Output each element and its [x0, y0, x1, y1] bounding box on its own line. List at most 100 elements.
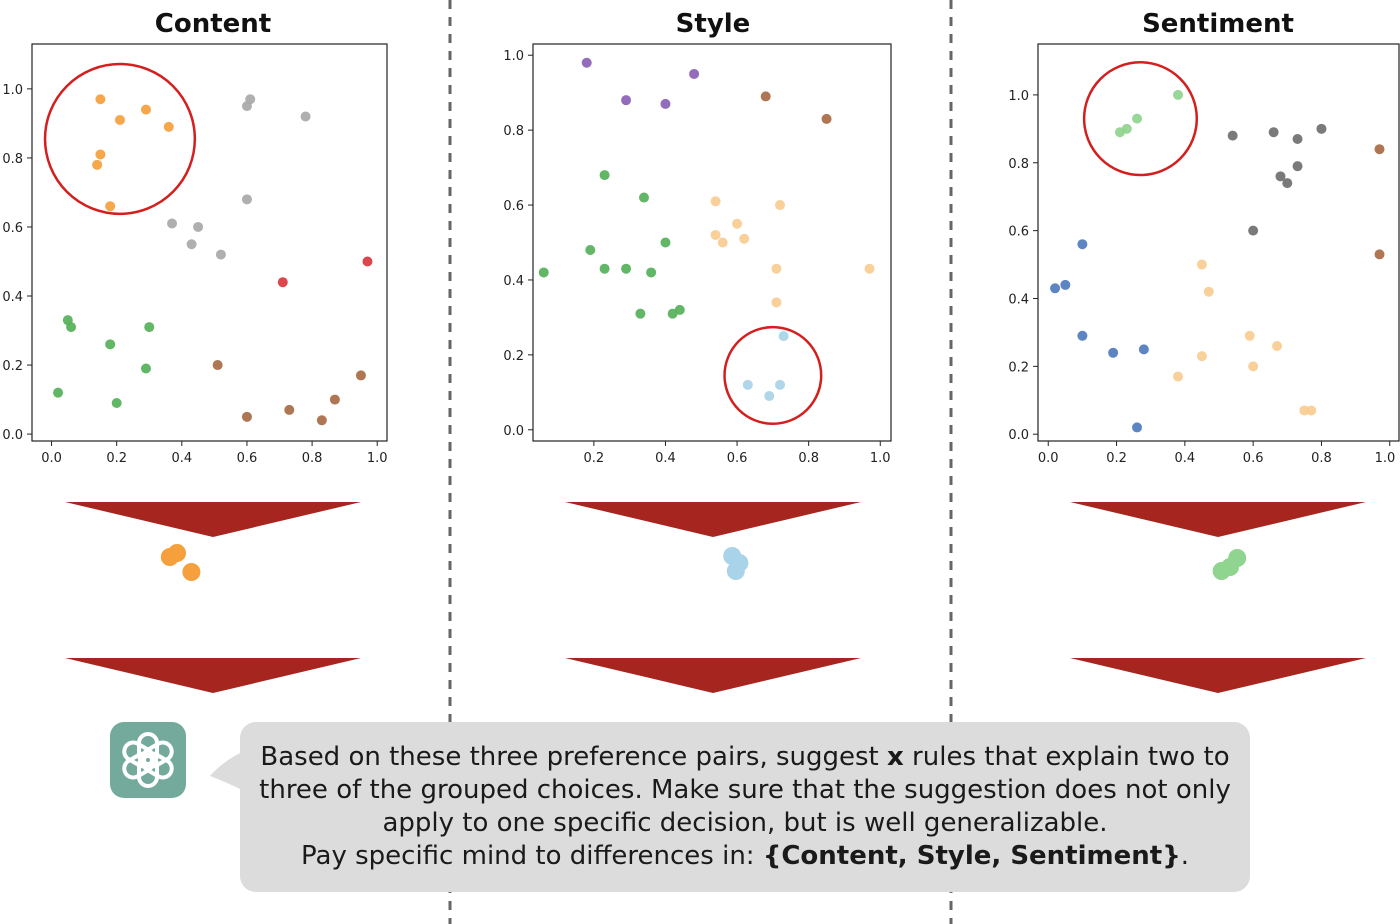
data-point-dark-gray — [1248, 225, 1259, 236]
x-tick-label: 0.4 — [1175, 451, 1196, 466]
data-point-green — [646, 267, 657, 278]
arrow-down-icon — [1070, 658, 1366, 693]
y-tick-label: 0.4 — [503, 274, 524, 289]
data-point-peach — [1244, 330, 1255, 341]
arrow-down-icon — [565, 658, 861, 693]
data-point-orange — [140, 104, 151, 115]
prompt-line3: apply to one specific decision, but is w… — [382, 808, 1108, 838]
data-point-light-blue — [764, 391, 775, 402]
data-point-peach — [739, 233, 750, 244]
x-tick-label: 0.4 — [171, 451, 192, 466]
data-point-peach — [1203, 286, 1214, 297]
x-tick-label: 0.2 — [1106, 451, 1127, 466]
data-point-peach — [1196, 351, 1207, 362]
y-tick-label: 1.0 — [503, 49, 524, 64]
data-point-brown — [329, 394, 340, 405]
data-point-green — [585, 244, 596, 255]
data-point-dark-gray — [1268, 127, 1279, 138]
x-tick-label: 0.2 — [106, 451, 127, 466]
y-tick-label: 0.0 — [2, 428, 23, 443]
x-tick-label: 0.8 — [798, 451, 819, 466]
y-tick-label: 0.6 — [503, 199, 524, 214]
y-tick-label: 0.8 — [2, 152, 23, 167]
data-point-blue — [1060, 279, 1071, 290]
data-point-light-green — [1173, 89, 1184, 100]
data-point-brown — [1374, 144, 1385, 155]
data-point-peach — [1272, 340, 1283, 351]
x-tick-label: 1.0 — [1375, 451, 1396, 466]
data-point-blue — [1132, 422, 1143, 433]
plot-frame — [532, 43, 892, 442]
data-point-peach — [1299, 405, 1310, 416]
y-tick-label: 0.0 — [1008, 428, 1029, 443]
data-point-peach — [1196, 259, 1207, 270]
data-point-green — [144, 322, 155, 333]
data-point-brown — [760, 91, 771, 102]
data-point-blue — [1077, 330, 1088, 341]
data-point-gray — [241, 194, 252, 205]
x-tick-label: 0.2 — [584, 451, 605, 466]
x-tick-label: 0.8 — [1311, 451, 1332, 466]
y-tick-label: 0.4 — [1008, 292, 1029, 307]
y-tick-label: 0.6 — [2, 221, 23, 236]
data-point-peach — [864, 263, 875, 274]
data-point-peach — [771, 263, 782, 274]
x-tick-label: 0.6 — [727, 451, 748, 466]
prompt-line4-start: Pay specific mind to differences in: — [301, 841, 763, 871]
speech-bubble-tail — [210, 752, 242, 790]
y-tick-label: 0.2 — [2, 359, 23, 374]
data-point-green — [599, 170, 610, 181]
data-point-gray — [300, 111, 311, 122]
data-point-peach — [1248, 361, 1259, 372]
data-point-green — [140, 363, 151, 374]
arrow-down-icon — [1070, 502, 1366, 537]
content-scatter-plot: 0.0 0.2 0.4 0.6 0.8 1.0 0.0 0.2 0.4 0.6 0.8 1.0 — [2, 43, 388, 466]
data-point-green — [599, 263, 610, 274]
data-point-peach — [710, 196, 721, 207]
highlight-circle — [1082, 61, 1199, 177]
data-point-light-green — [1114, 127, 1125, 138]
y-tick-label: 0.8 — [503, 124, 524, 139]
data-point-purple — [660, 98, 671, 109]
data-point-brown — [355, 370, 366, 381]
data-point-dark-gray — [1275, 171, 1286, 182]
y-tick-label: 0.0 — [503, 424, 524, 439]
selected-point — [182, 563, 201, 581]
data-point-green — [66, 322, 77, 333]
sentiment-selected-points — [1212, 549, 1247, 580]
prompt-speech-bubble: Based on these three preference pairs, s… — [240, 722, 1250, 892]
data-point-light-green — [1132, 113, 1143, 124]
y-tick-label: 0.2 — [1008, 360, 1029, 375]
data-point-peach — [775, 200, 786, 211]
highlight-circle — [723, 325, 823, 426]
data-point-gray — [241, 101, 252, 112]
highlight-circle — [43, 62, 197, 216]
data-point-purple — [621, 95, 632, 106]
x-tick-label: 0.6 — [1243, 451, 1264, 466]
prompt-line1-start: Based on these three preference pairs, s… — [260, 742, 888, 772]
data-point-blue — [1077, 239, 1088, 250]
plot-frame — [1037, 43, 1400, 442]
prompt-line2: three of the grouped choices. Make sure … — [259, 775, 1231, 805]
data-point-gray — [186, 239, 197, 250]
openai-logo-icon — [110, 722, 186, 798]
data-point-peach — [710, 230, 721, 241]
data-point-green — [621, 263, 632, 274]
data-point-red — [277, 277, 288, 288]
arrow-down-icon — [65, 658, 361, 693]
sentiment-scatter-plot: 0.0 0.2 0.4 0.6 0.8 1.0 0.0 0.2 0.4 0.6 0.8 1.0 — [1008, 43, 1400, 466]
content-selected-points — [160, 544, 201, 581]
data-point-orange — [95, 149, 106, 160]
data-point-brown — [284, 404, 295, 415]
data-point-dark-gray — [1227, 130, 1238, 141]
data-point-orange — [114, 114, 125, 125]
data-point-peach — [732, 218, 743, 229]
data-point-green — [53, 387, 64, 398]
plot-frame — [31, 43, 388, 442]
style-selected-points — [723, 547, 749, 580]
y-tick-label: 0.6 — [1008, 225, 1029, 240]
arrow-down-icon — [65, 502, 361, 537]
data-point-gray — [215, 249, 226, 260]
data-point-light-blue — [775, 379, 786, 390]
data-point-gray — [167, 218, 178, 229]
